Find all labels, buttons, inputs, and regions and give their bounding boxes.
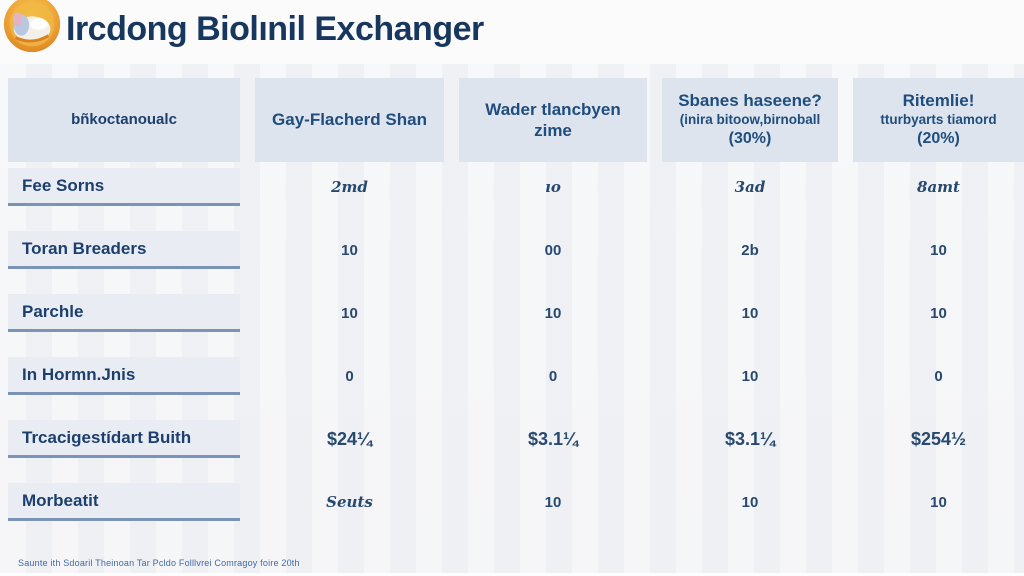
table-row: Fee Sorns 2md ıo 3ad 8amt [0, 168, 1024, 206]
row-label: Morbeatit [8, 483, 240, 521]
cell-value: 10 [741, 493, 759, 511]
column-header-1: Gay-Flacherd Shan [255, 78, 444, 162]
column-header-2: Wader tlancbyen zime [459, 78, 647, 162]
cell-value: 10 [930, 493, 947, 511]
cell-value: 10 [544, 493, 562, 511]
coin-logo-icon [2, 0, 64, 57]
column-header-percent: (20%) [917, 130, 960, 147]
page-title: Ircdong Biolınil Exchanger [66, 9, 484, 48]
column-header-rowlabels: bñkoctanoualc [8, 78, 240, 162]
cell-value: 00 [544, 241, 562, 259]
cell-value: 0 [934, 367, 943, 385]
column-header-label: Gay-Flacherd Shan [272, 110, 427, 130]
footer-note: Saunte ith Sdoaril Theinoan Tar Pcldo Fo… [18, 558, 300, 568]
cell-value: $24¼ [326, 428, 373, 449]
table-row: In Hormn.Jnis 0 0 10 0 [0, 357, 1024, 395]
cell-value: 10 [341, 304, 358, 322]
title-bar: Ircdong Biolınil Exchanger [0, 0, 1024, 64]
cell-value: 8amt [917, 178, 960, 196]
cell-value: 0 [548, 367, 558, 385]
column-header-label: bñkoctanoualc [71, 110, 177, 128]
cell-value: 2md [331, 178, 368, 196]
table-row: Morbeatit Seuts 10 10 10 [0, 483, 1024, 521]
cell-value: 3ad [734, 178, 766, 196]
cell-value: Seuts [326, 493, 373, 511]
row-label: Parchle [8, 294, 240, 332]
table-row: Trcacigestídart Buith $24¼ $3.1¼ $3.1¼ $… [0, 420, 1024, 458]
cell-value: 10 [930, 304, 947, 322]
row-label: Trcacigestídart Buith [8, 420, 240, 458]
cell-value: 10 [741, 304, 759, 322]
cell-value: $254½ [910, 428, 967, 449]
column-header-percent: (30%) [728, 130, 772, 147]
cell-value: 10 [341, 241, 358, 259]
table-header-row: bñkoctanoualc Gay-Flacherd Shan Wader tl… [0, 78, 1024, 162]
cell-value: ıo [545, 178, 561, 196]
column-header-label: Ritemlie! [902, 91, 975, 111]
table-row: Toran Breaders 10 00 2b 10 [0, 231, 1024, 269]
column-header-label: Sbanes haseene? [678, 91, 822, 111]
cell-value: $3.1¼ [527, 428, 579, 449]
row-label: Fee Sorns [8, 168, 240, 206]
bottom-divider [0, 573, 1024, 576]
column-header-3: Sbanes haseene? (inira bitoow,birnoball … [662, 78, 838, 162]
column-header-label: Wader tlancbyen zime [485, 99, 621, 140]
row-label: Toran Breaders [8, 231, 240, 269]
cell-value: 10 [930, 241, 947, 259]
cell-value: 10 [741, 367, 759, 385]
cell-value: $3.1¼ [724, 428, 776, 449]
column-header-subtext: (inira bitoow,birnoball [679, 112, 821, 128]
cell-value: 10 [544, 304, 562, 322]
row-label: In Hormn.Jnis [8, 357, 240, 395]
column-header-4: Ritemlie! tturbyarts tiamord (20%) [853, 78, 1024, 162]
cell-value: 0 [345, 367, 354, 385]
cell-value: 2b [741, 241, 759, 259]
comparison-table: bñkoctanoualc Gay-Flacherd Shan Wader tl… [0, 78, 1024, 521]
column-header-subtext: tturbyarts tiamord [880, 112, 997, 128]
table-row: Parchle 10 10 10 10 [0, 294, 1024, 332]
